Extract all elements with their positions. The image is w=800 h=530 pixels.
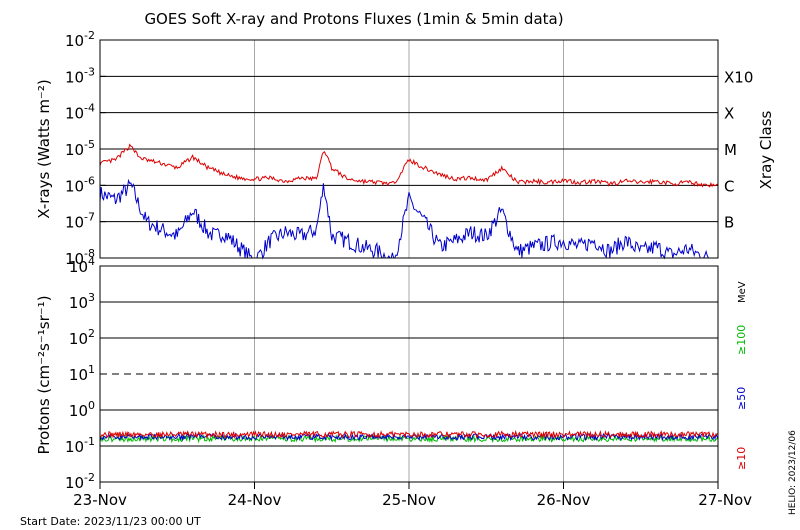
- xray-tick-label: 10-5: [65, 138, 95, 159]
- time-tick-label: 27-Nov: [698, 491, 752, 509]
- xray-class-axis-label: Xray Class: [757, 110, 775, 189]
- xray-tick-label: 10-8: [65, 247, 95, 268]
- proton-tick-label: 100: [69, 399, 95, 420]
- credit-label: HELIO: 2023/12/06: [788, 430, 798, 515]
- start-date-label: Start Date: 2023/11/23 00:00 UT: [20, 515, 201, 528]
- xray-class-label: C: [724, 177, 734, 195]
- time-tick-label: 25-Nov: [382, 491, 436, 509]
- energy-unit-label: MeV: [737, 281, 748, 303]
- proton-series: [99, 429, 719, 440]
- xray-short-series: [99, 178, 718, 260]
- xray-tick-label: 10-7: [65, 211, 95, 232]
- xray-tick-label: 10-2: [65, 29, 95, 50]
- xray-class-label: X10: [724, 68, 753, 86]
- time-tick-label: 24-Nov: [228, 491, 282, 509]
- proton-channel-label: ≥10: [735, 447, 748, 470]
- xray-class-label: M: [724, 141, 737, 159]
- xray-tick-label: 10-6: [65, 174, 95, 195]
- proton-channel-label: ≥50: [735, 387, 748, 410]
- xray-long-series: [99, 143, 719, 188]
- proton-tick-label: 104: [69, 255, 95, 276]
- proton-series: [99, 432, 719, 442]
- xray-tick-label: 10-3: [65, 65, 95, 86]
- proton-axis-label: Protons (cm⁻²s⁻¹sr⁻¹): [35, 295, 53, 454]
- proton-tick-label: 103: [69, 291, 95, 312]
- proton-tick-label: 102: [69, 327, 95, 348]
- time-tick-label: 23-Nov: [73, 491, 127, 509]
- proton-panel: 104 103 102 101 100 10-1 10-2 Protons (cm⁻²s⁻¹s…: [35, 255, 748, 492]
- proton-tick-label: 10-1: [65, 435, 95, 456]
- xray-axis-label: X-rays (Watts m⁻²): [35, 79, 53, 218]
- xray-tick-label: 10-4: [65, 102, 95, 123]
- proton-channel-label: ≥100: [735, 325, 748, 355]
- proton-tick-label: 101: [69, 363, 95, 384]
- time-axis: 23-Nov 24-Nov 25-Nov 26-Nov 27-Nov: [73, 482, 752, 509]
- xray-class-label: B: [724, 214, 734, 232]
- time-tick-label: 26-Nov: [537, 491, 591, 509]
- proton-tick-label: 10-2: [65, 471, 95, 492]
- xray-panel: 10-2 10-3 10-4 10-5 10-6 10-7 10-8 X10 XMC B X-ray…: [35, 29, 775, 268]
- chart-title: GOES Soft X-ray and Protons Fluxes (1min…: [144, 10, 563, 28]
- xray-class-label: X: [724, 105, 734, 123]
